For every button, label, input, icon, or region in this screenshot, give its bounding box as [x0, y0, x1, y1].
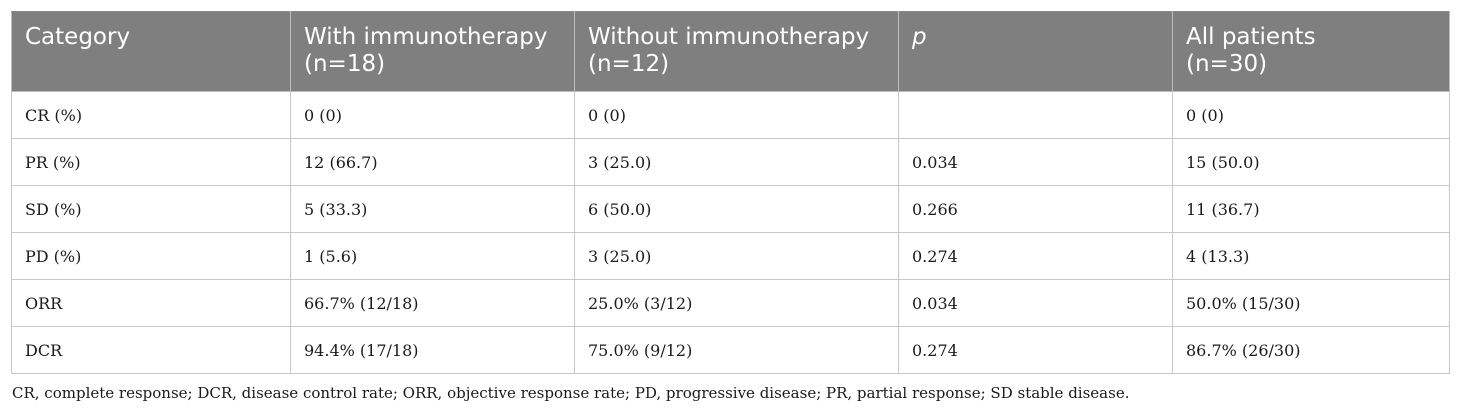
cell-p-value: 0.274 — [898, 232, 1173, 280]
cell-category: CR (%) — [11, 91, 291, 139]
header-p-value-line1: p — [912, 24, 927, 50]
cell-with-immunotherapy: 0 (0) — [290, 91, 575, 139]
cell-category: PD (%) — [11, 232, 291, 280]
cell-without-immunotherapy: 3 (25.0) — [574, 138, 899, 186]
cell-with-immunotherapy: 94.4% (17/18) — [290, 326, 575, 374]
cell-category: ORR — [11, 279, 291, 327]
cell-all-patients: 0 (0) — [1172, 91, 1450, 139]
table-row: PR (%) 12 (66.7) 3 (25.0) 0.034 15 (50.0… — [11, 138, 1450, 186]
header-all-patients: All patients (n=30) — [1172, 11, 1450, 92]
table-row: DCR 94.4% (17/18) 75.0% (9/12) 0.274 86.… — [11, 326, 1450, 374]
header-with-immunotherapy: With immunotherapy (n=18) — [290, 11, 575, 92]
cell-with-immunotherapy: 12 (66.7) — [290, 138, 575, 186]
header-p-value: p — [898, 11, 1173, 92]
cell-all-patients: 11 (36.7) — [1172, 185, 1450, 233]
cell-p-value: 0.274 — [898, 326, 1173, 374]
response-results-table: Category With immunotherapy (n=18) Witho… — [11, 11, 1450, 374]
header-all-patients-line2: (n=30) — [1186, 51, 1268, 77]
header-category: Category — [11, 11, 291, 92]
cell-all-patients: 15 (50.0) — [1172, 138, 1450, 186]
header-without-immunotherapy-line2: (n=12) — [588, 51, 670, 77]
cell-category: DCR — [11, 326, 291, 374]
cell-all-patients: 4 (13.3) — [1172, 232, 1450, 280]
cell-with-immunotherapy: 66.7% (12/18) — [290, 279, 575, 327]
cell-p-value: 0.034 — [898, 279, 1173, 327]
results-table-container: Category With immunotherapy (n=18) Witho… — [11, 11, 1450, 374]
cell-category: PR (%) — [11, 138, 291, 186]
table-row: CR (%) 0 (0) 0 (0) 0 (0) — [11, 91, 1450, 139]
table-row: ORR 66.7% (12/18) 25.0% (3/12) 0.034 50.… — [11, 279, 1450, 327]
header-category-line1: Category — [25, 24, 131, 50]
cell-without-immunotherapy: 3 (25.0) — [574, 232, 899, 280]
cell-without-immunotherapy: 25.0% (3/12) — [574, 279, 899, 327]
table-header-row: Category With immunotherapy (n=18) Witho… — [11, 11, 1450, 92]
cell-without-immunotherapy: 75.0% (9/12) — [574, 326, 899, 374]
cell-without-immunotherapy: 0 (0) — [574, 91, 899, 139]
header-without-immunotherapy: Without immunotherapy (n=12) — [574, 11, 899, 92]
table-footnote: CR, complete response; DCR, disease cont… — [12, 384, 1130, 402]
header-with-immunotherapy-line1: With immunotherapy — [304, 24, 548, 50]
cell-with-immunotherapy: 5 (33.3) — [290, 185, 575, 233]
cell-all-patients: 86.7% (26/30) — [1172, 326, 1450, 374]
cell-all-patients: 50.0% (15/30) — [1172, 279, 1450, 327]
cell-with-immunotherapy: 1 (5.6) — [290, 232, 575, 280]
header-with-immunotherapy-line2: (n=18) — [304, 51, 386, 77]
cell-p-value — [898, 91, 1173, 139]
cell-p-value: 0.034 — [898, 138, 1173, 186]
table-row: SD (%) 5 (33.3) 6 (50.0) 0.266 11 (36.7) — [11, 185, 1450, 233]
header-all-patients-line1: All patients — [1186, 24, 1316, 50]
cell-p-value: 0.266 — [898, 185, 1173, 233]
cell-without-immunotherapy: 6 (50.0) — [574, 185, 899, 233]
cell-category: SD (%) — [11, 185, 291, 233]
table-row: PD (%) 1 (5.6) 3 (25.0) 0.274 4 (13.3) — [11, 232, 1450, 280]
header-without-immunotherapy-line1: Without immunotherapy — [588, 24, 870, 50]
